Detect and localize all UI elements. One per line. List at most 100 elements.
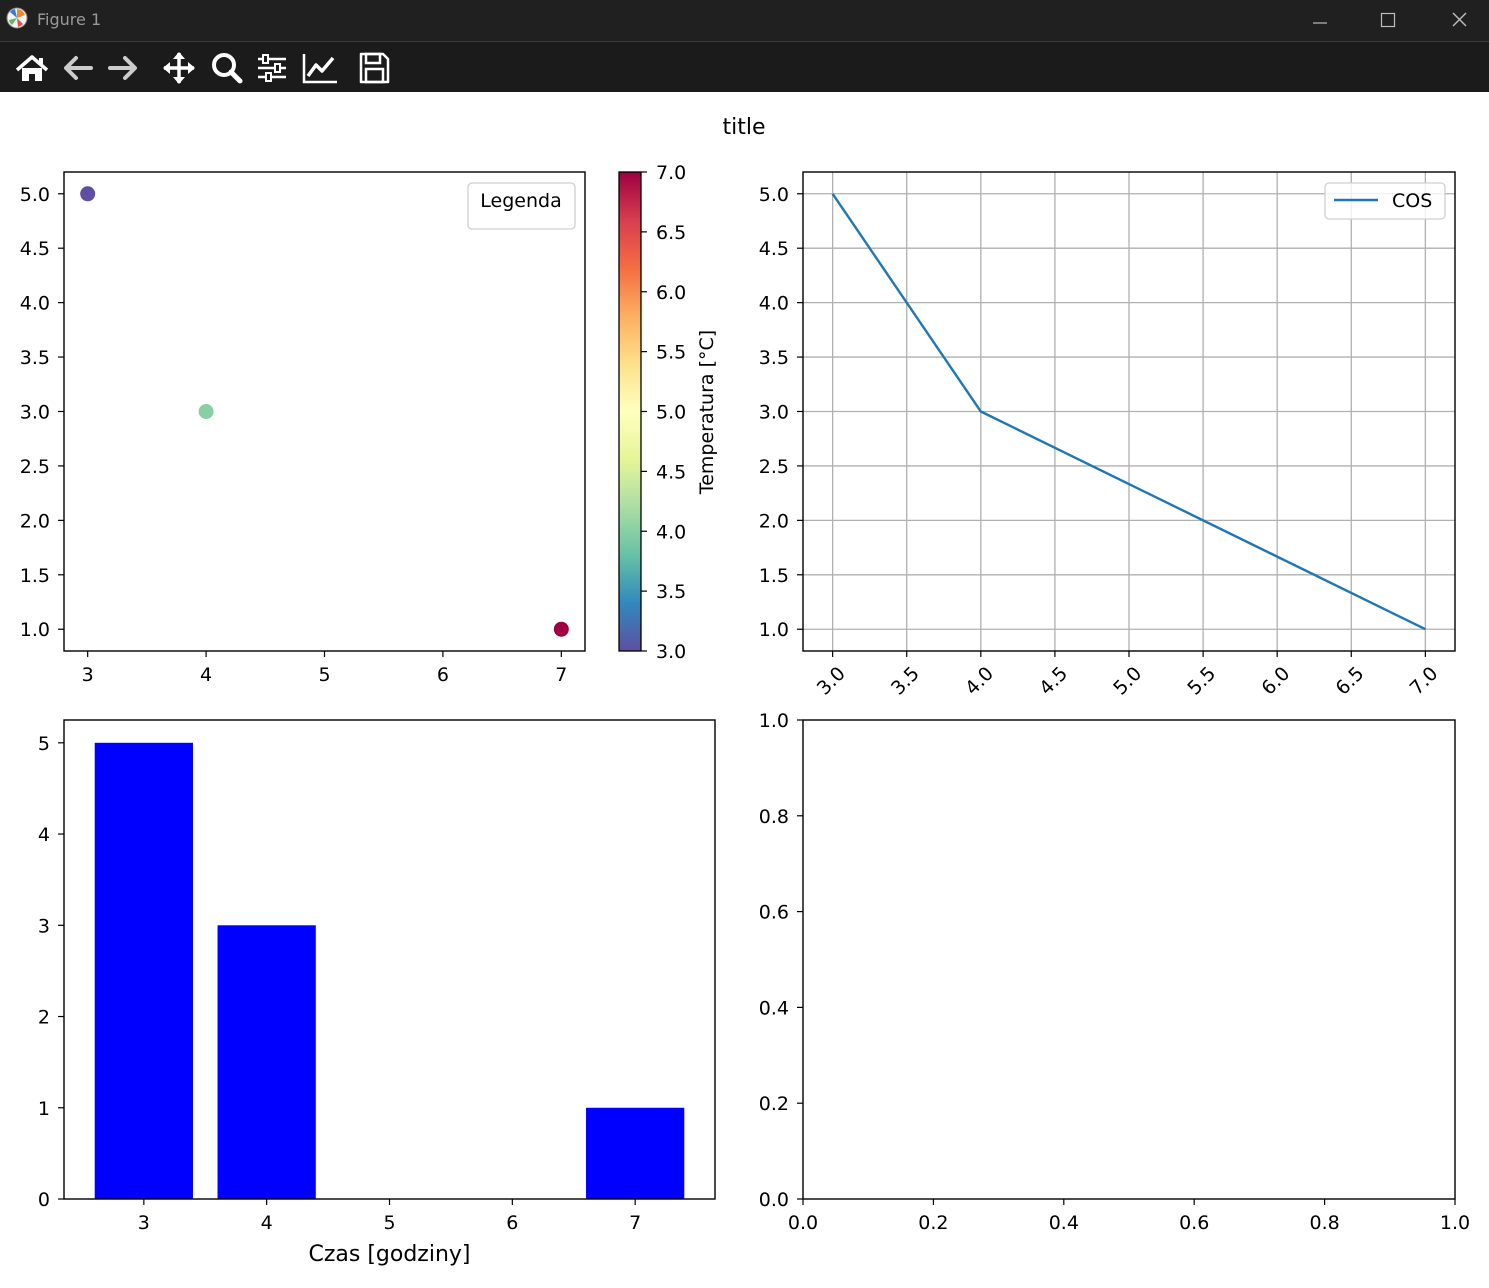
close-button[interactable] [1436, 6, 1482, 34]
bar [217, 925, 316, 1199]
x-tick-label: 4.5 [1035, 663, 1072, 700]
y-tick-label: 2.5 [759, 456, 789, 478]
x-tick-label: 5 [383, 1212, 395, 1234]
pan-button[interactable] [160, 50, 198, 86]
colorbar-tick-label: 3.0 [656, 641, 686, 663]
scatter-point [80, 186, 96, 202]
y-tick-label: 5.0 [759, 184, 789, 206]
x-tick-label: 5 [318, 664, 330, 686]
y-tick-label: 0 [38, 1189, 50, 1211]
x-tick-label: 0.2 [918, 1212, 948, 1234]
bar [586, 1107, 685, 1199]
x-tick-label: 3 [82, 664, 94, 686]
y-tick-label: 3.0 [20, 402, 50, 424]
figure-canvas: title 3 4 5 6 7 1.0 1.5 2.0 2.5 3.0 3.5 4.0 4.5 5.0 Le… [0, 92, 1489, 1284]
x-tick-label: 6.5 [1331, 663, 1368, 700]
minimize-button[interactable] [1297, 6, 1343, 34]
line-axes: 3.0 3.5 4.0 4.5 5.0 5.5 6.0 6.5 7.0 1.0 1.5 2.0 2.5 3… [759, 171, 1456, 700]
y-tick-label: 3 [38, 915, 50, 937]
x-tick-label: 3 [138, 1212, 150, 1234]
edit-axes-button[interactable] [301, 50, 339, 86]
y-tick-label: 1.0 [20, 619, 50, 641]
y-tick-label: 1.0 [759, 710, 789, 732]
x-tick-label: 0.6 [1179, 1212, 1209, 1234]
colorbar-tick-label: 4.5 [656, 461, 686, 483]
forward-button[interactable] [104, 50, 142, 86]
save-icon [359, 52, 390, 84]
scatter-point [553, 621, 569, 637]
x-tick-label: 5.0 [1109, 663, 1146, 700]
save-button[interactable] [355, 50, 393, 86]
x-tick-label: 4.0 [961, 663, 998, 700]
maximize-button[interactable] [1365, 6, 1411, 34]
y-tick-label: 0.0 [759, 1189, 789, 1211]
navigation-toolbar [0, 41, 1489, 92]
x-tick-label: 3.5 [887, 663, 924, 700]
axes-frame [802, 171, 1456, 652]
line-legend: COS [1324, 182, 1446, 220]
y-tick-label: 1.5 [20, 565, 50, 587]
back-button[interactable] [59, 50, 97, 86]
x-tick-label: 0.0 [788, 1212, 818, 1234]
x-tick-label: 3.0 [813, 663, 850, 700]
y-tick-label: 2 [38, 1007, 50, 1029]
y-tick-label: 4.5 [20, 238, 50, 260]
colorbar-gradient [618, 171, 642, 652]
home-button[interactable] [13, 50, 51, 86]
y-tick-label: 2.0 [20, 510, 50, 532]
y-tick-label: 0.4 [759, 997, 789, 1019]
x-tick-label: 6 [506, 1212, 518, 1234]
x-tick-label: 5.5 [1183, 663, 1220, 700]
x-axis-label: Czas [godziny] [308, 1242, 470, 1267]
x-tick-label: 0.4 [1049, 1212, 1079, 1234]
y-tick-label: 4.0 [759, 293, 789, 315]
window-title: Figure 1 [37, 10, 102, 29]
x-tick-label: 6 [437, 664, 449, 686]
series-line-cos [831, 193, 1426, 631]
bar [94, 742, 193, 1199]
y-tick-label: 0.2 [759, 1093, 789, 1115]
colorbar-tick-label: 7.0 [656, 162, 686, 184]
x-tick-label: 4 [261, 1212, 273, 1234]
close-icon [1452, 12, 1467, 27]
colorbar-tick-label: 4.0 [656, 521, 686, 543]
edit-axes-icon [302, 54, 337, 84]
minimize-icon [1313, 22, 1327, 24]
configure-subplots-button[interactable] [253, 50, 291, 86]
x-tick-label: 1.0 [1440, 1212, 1470, 1234]
bar-axes: 3 4 5 6 7 0 1 2 3 4 5 Czas [godziny] [38, 719, 716, 1267]
legend-title: Legenda [480, 190, 561, 212]
maximize-icon [1380, 12, 1396, 28]
x-tick-label: 7 [555, 664, 567, 686]
forward-arrow-icon [108, 56, 137, 80]
x-tick-label: 0.8 [1309, 1212, 1339, 1234]
scatter-axes: 3 4 5 6 7 1.0 1.5 2.0 2.5 3.0 3.5 4.0 4.5 5.0 Legenda [20, 171, 586, 686]
colorbar-tick-label: 5.5 [656, 342, 686, 364]
scatter-legend: Legenda [467, 182, 576, 230]
x-tick-label: 7.0 [1406, 663, 1443, 700]
colorbar-tick-label: 3.5 [656, 581, 686, 603]
colorbar: 3.0 3.5 4.0 4.5 5.0 5.5 6.0 6.5 7.0 Temperatura [… [618, 162, 718, 663]
figure-suptitle: title [722, 115, 765, 140]
axes-frame [63, 719, 716, 1200]
y-tick-label: 4 [38, 824, 50, 846]
empty-axes: 0.0 0.2 0.4 0.6 0.8 1.0 0.0 0.2 0.4 0.6 0.8 1.0 [759, 710, 1470, 1234]
scatter-point [198, 404, 214, 419]
y-tick-label: 3.5 [20, 347, 50, 369]
x-tick-label: 6.0 [1257, 663, 1294, 700]
window-titlebar: Figure 1 [0, 0, 1489, 41]
colorbar-label: Temperatura [°C] [696, 330, 718, 495]
colorbar-tick-label: 5.0 [656, 402, 686, 424]
pan-icon [163, 52, 195, 84]
colorbar-tick-label: 6.0 [656, 282, 686, 304]
y-tick-label: 2.5 [20, 456, 50, 478]
y-tick-label: 3.5 [759, 347, 789, 369]
axes-frame [802, 719, 1456, 1200]
y-tick-label: 3.0 [759, 402, 789, 424]
y-tick-label: 1.0 [759, 619, 789, 641]
y-tick-label: 1 [38, 1098, 50, 1120]
matplotlib-app-icon [6, 7, 28, 29]
legend-box [467, 182, 576, 230]
y-tick-label: 4.0 [20, 293, 50, 315]
zoom-button[interactable] [207, 50, 245, 86]
